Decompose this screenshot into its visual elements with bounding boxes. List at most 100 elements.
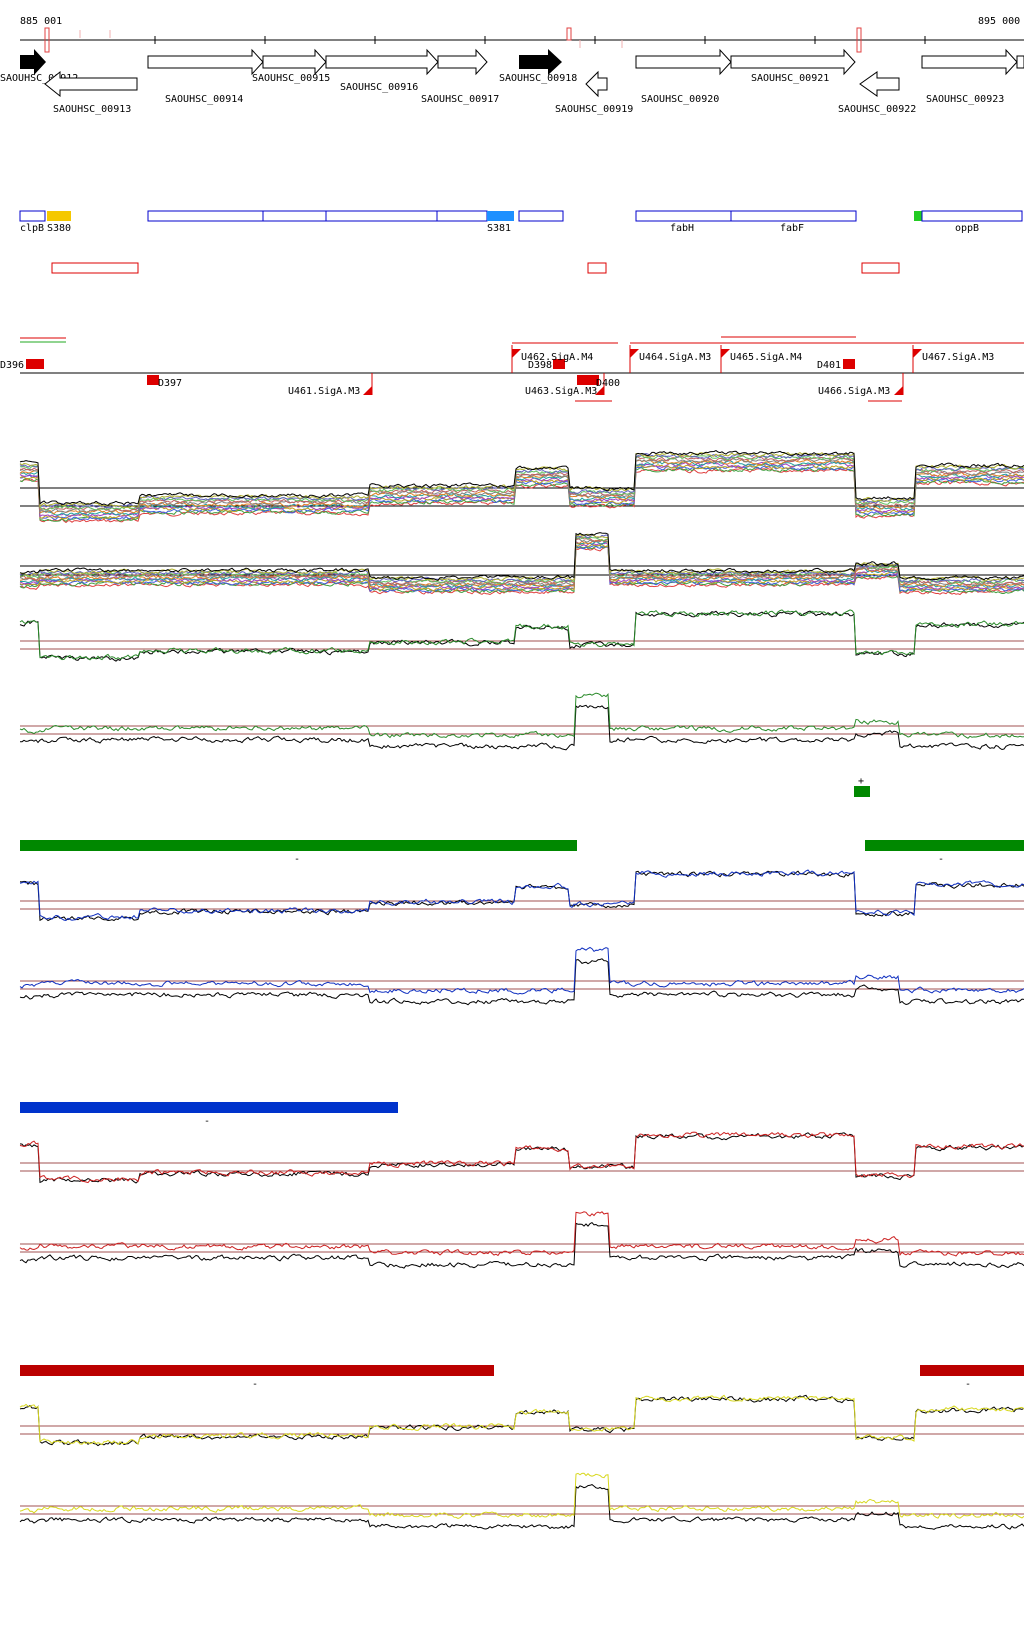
green-plus-marker: + [858,776,864,787]
gene-SAOUHSC_00920[interactable]: SAOUHSC_00920 [635,48,732,105]
gene-track: SAOUHSC_00912 SAOUHSC_00913 SAOUHSC_0091… [0,48,1024,115]
expression-tracks [19,450,1024,1530]
gene-SAOUHSC_00912[interactable]: SAOUHSC_00912 [0,49,78,84]
expression-trace [19,1211,1024,1257]
expression-trace [19,545,1024,596]
gene-label: SAOUHSC_00912 [0,73,78,84]
gene-label: SAOUHSC_00917 [421,94,499,105]
expression-trace [19,1132,1024,1184]
red-condition-bar[interactable] [920,1365,1024,1376]
expression-trace [19,532,1024,581]
terminator-label-D397: D397 [158,378,182,389]
expression-trace [19,450,1024,506]
gene-SAOUHSC_00918[interactable]: SAOUHSC_00918 [499,49,577,84]
operon-box[interactable] [147,210,264,222]
expression-trace [19,609,1024,661]
gene-SAOUHSC_00919[interactable]: SAOUHSC_00919 [555,70,633,115]
operon-box[interactable] [635,210,732,222]
sRNA-box[interactable] [914,211,922,221]
sRNA-box[interactable] [487,211,514,221]
gene-label: SAOUHSC_00919 [555,104,633,115]
promoter-label-U465: U465.SigA.M4 [730,352,802,363]
operon-box[interactable] [518,210,564,222]
green-condition-block[interactable] [854,786,870,797]
condition-bars: + - - - - - [20,776,1024,1390]
expression-trace [19,465,1024,521]
red-minus-marker: - [965,1379,971,1390]
expression-trace [19,1131,1024,1184]
gene-SAOUHSC_00923[interactable]: SAOUHSC_00923 [921,48,1024,105]
operon-box[interactable] [19,210,46,222]
operon-label-clpB: clpB [20,223,44,234]
red-minus-marker: - [252,1379,258,1390]
gene-SAOUHSC_00921[interactable]: SAOUHSC_00921 [730,48,856,84]
green-condition-bar[interactable] [865,840,1024,851]
operon-label-fabH: fabH [670,223,694,234]
gene-label: SAOUHSC_00922 [838,104,916,115]
gene-label: SAOUHSC_00918 [499,73,577,84]
gene-SAOUHSC_00913[interactable]: SAOUHSC_00913 [44,70,138,115]
expression-trace [19,1484,1024,1530]
expression-trace [19,533,1024,582]
ruler-end-label: 895 000 [978,16,1020,27]
expression-trace [19,534,1024,583]
expression-trace [19,692,1024,739]
ruler-start-label: 885 001 [20,16,62,27]
gene-SAOUHSC_00915[interactable]: SAOUHSC_00915 [252,48,330,84]
gene-SAOUHSC_00916[interactable]: SAOUHSC_00916 [325,48,439,93]
promoter-track: D396 D397 D398 D400 D401 U461.SigA.M3 U4… [0,336,1024,402]
promoter-label-U462: U462.SigA.M4 [521,352,593,363]
promoter-label-U461: U461.SigA.M3 [288,386,360,397]
expression-trace [19,536,1024,586]
gene-label: SAOUHSC_00916 [340,82,418,93]
blue-condition-bar[interactable] [20,1102,398,1113]
expression-trace [19,946,1024,995]
expression-trace [19,468,1024,524]
promoter-label-U464: U464.SigA.M3 [639,352,711,363]
expression-trace [19,457,1024,514]
expression-trace [19,451,1024,508]
srna-label-S380: S380 [47,223,71,234]
gene-label: SAOUHSC_00923 [926,94,1004,105]
expression-trace [19,461,1024,518]
gene-label: SAOUHSC_00913 [53,104,131,115]
expression-trace [19,452,1024,510]
blue-minus-marker: - [204,1116,210,1127]
terminator-label-D398: D398 [528,360,552,371]
gene-label: SAOUHSC_00920 [641,94,719,105]
expression-trace [19,544,1024,594]
red-condition-bar[interactable] [20,1365,494,1376]
expression-trace [19,540,1024,591]
gene-SAOUHSC_00914[interactable]: SAOUHSC_00914 [147,48,264,105]
sRNA-box[interactable] [47,211,71,221]
gene-label: SAOUHSC_00915 [252,73,330,84]
gene-SAOUHSC_00922[interactable]: SAOUHSC_00922 [838,71,916,115]
promoter-label-U463: U463.SigA.M3 [525,386,597,397]
operon-label-oppB: oppB [955,223,979,234]
expression-trace [19,704,1024,751]
terminator-label-D400: D400 [596,378,620,389]
expression-trace [19,869,1024,922]
coordinate-ruler: 885 001 895 000 [20,16,1024,53]
operon-box[interactable] [436,210,488,222]
expression-trace [19,1394,1024,1446]
terminator-label-D396: D396 [0,360,24,371]
operon-box[interactable] [325,210,438,222]
operon-box[interactable] [262,210,327,222]
gene-label: SAOUHSC_00921 [751,73,829,84]
gene-SAOUHSC_00917[interactable]: SAOUHSC_00917 [421,48,499,105]
operon-box[interactable] [921,210,1023,222]
operon-box[interactable] [730,210,857,222]
green-condition-bar[interactable] [20,840,577,851]
promoter-label-U466: U466.SigA.M3 [818,386,890,397]
gene-label: SAOUHSC_00914 [165,94,243,105]
expression-trace [19,958,1024,1006]
expression-trace [19,454,1024,511]
green-minus-marker: - [938,854,944,865]
green-minus-marker: - [294,854,300,865]
expression-trace [19,610,1024,662]
srna-label-S381: S381 [487,223,511,234]
expression-trace [19,1221,1024,1269]
antisense-track [51,262,900,274]
